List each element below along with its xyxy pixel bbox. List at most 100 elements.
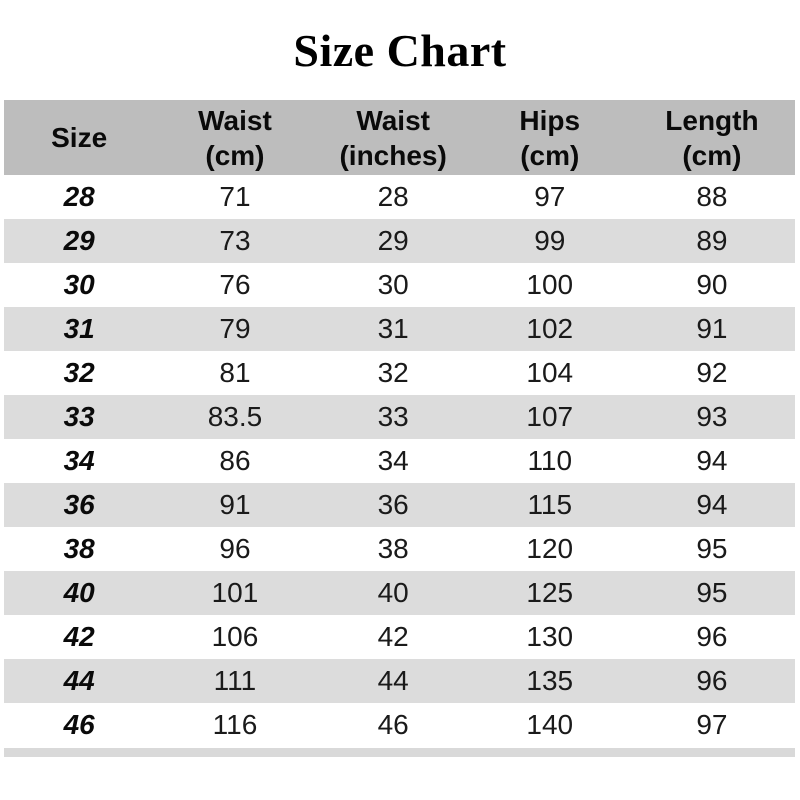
size-cell: 40 (63, 577, 95, 608)
header-label: Waist (198, 104, 272, 136)
size-chart-page: Size Chart Size Waist (cm) Waist (inches… (0, 0, 800, 757)
table-row: 32 81 32 104 92 (4, 351, 795, 395)
value-cell: 104 (526, 357, 574, 388)
header-waist-cm: Waist (cm) (154, 100, 315, 175)
header-waist-inches: Waist (inches) (316, 100, 471, 175)
value-cell: 79 (219, 313, 251, 344)
table-row: 29 73 29 99 89 (4, 219, 795, 263)
value-cell: 86 (219, 445, 251, 476)
value-cell: 30 (377, 269, 409, 300)
header-length-cm: Length (cm) (629, 100, 795, 175)
value-cell: 116 (212, 709, 258, 740)
header-sublabel: (inches) (339, 139, 447, 171)
table-header: Size Waist (cm) Waist (inches) Hips (cm)… (4, 100, 795, 175)
size-cell: 46 (63, 709, 95, 740)
header-label: Size (51, 122, 108, 153)
value-cell: 94 (696, 445, 728, 476)
table-row: 42 106 42 130 96 (4, 615, 795, 659)
value-cell: 120 (526, 533, 574, 564)
header-sublabel: (cm) (205, 139, 265, 171)
size-cell: 42 (63, 621, 95, 652)
title-bar: Size Chart (0, 0, 800, 100)
size-cell: 32 (63, 357, 95, 388)
header-sublabel: (cm) (520, 139, 580, 171)
header-label: Hips (519, 104, 581, 136)
value-cell: 31 (377, 313, 409, 344)
table-body: 28 71 28 97 88 29 73 29 99 89 30 76 30 100 90 31 79 31 102… (4, 175, 795, 747)
value-cell: 28 (377, 181, 409, 212)
table-row: 31 79 31 102 91 (4, 307, 795, 351)
value-cell: 97 (534, 181, 566, 212)
header-row: Size Waist (cm) Waist (inches) Hips (cm)… (4, 100, 795, 175)
header-sublabel: (cm) (682, 139, 742, 171)
size-cell: 44 (63, 665, 95, 696)
value-cell: 33 (377, 401, 409, 432)
header-label: Length (665, 104, 759, 136)
value-cell: 111 (213, 665, 257, 696)
header-label: Waist (356, 104, 430, 136)
value-cell: 90 (696, 269, 728, 300)
size-cell: 36 (63, 489, 95, 520)
table-row: 46 116 46 140 97 (4, 703, 795, 747)
table-row: 28 71 28 97 88 (4, 175, 795, 219)
value-cell: 32 (377, 357, 409, 388)
value-cell: 38 (377, 533, 409, 564)
value-cell: 71 (219, 181, 251, 212)
value-cell: 97 (696, 709, 728, 740)
value-cell: 91 (696, 313, 728, 344)
value-cell: 115 (527, 489, 573, 520)
value-cell: 46 (377, 709, 409, 740)
value-cell: 95 (696, 533, 728, 564)
table-row: 33 83.5 33 107 93 (4, 395, 795, 439)
size-cell: 28 (63, 181, 95, 212)
table-row: 44 111 44 135 96 (4, 659, 795, 703)
value-cell: 88 (696, 181, 728, 212)
value-cell: 81 (219, 357, 251, 388)
value-cell: 106 (211, 621, 259, 652)
table-row: 38 96 38 120 95 (4, 527, 795, 571)
size-cell: 30 (63, 269, 95, 300)
value-cell: 101 (211, 577, 259, 608)
value-cell: 107 (526, 401, 574, 432)
size-cell: 38 (63, 533, 95, 564)
table-row: 40 101 40 125 95 (4, 571, 795, 615)
page-title: Size Chart (293, 24, 507, 76)
value-cell: 29 (377, 225, 409, 256)
value-cell: 92 (696, 357, 728, 388)
table-row: 30 76 30 100 90 (4, 263, 795, 307)
value-cell: 76 (219, 269, 251, 300)
value-cell: 91 (219, 489, 251, 520)
value-cell: 135 (526, 665, 574, 696)
size-chart-table: Size Waist (cm) Waist (inches) Hips (cm)… (4, 100, 795, 747)
header-hips-cm: Hips (cm) (471, 100, 629, 175)
value-cell: 40 (377, 577, 409, 608)
value-cell: 44 (377, 665, 409, 696)
value-cell: 89 (696, 225, 728, 256)
size-cell: 29 (63, 225, 95, 256)
value-cell: 36 (377, 489, 409, 520)
value-cell: 99 (534, 225, 566, 256)
value-cell: 140 (526, 709, 574, 740)
value-cell: 94 (696, 489, 728, 520)
table-row: 34 86 34 110 94 (4, 439, 795, 483)
value-cell: 42 (377, 621, 409, 652)
value-cell: 96 (696, 665, 728, 696)
value-cell: 95 (696, 577, 728, 608)
value-cell: 130 (526, 621, 574, 652)
value-cell: 110 (527, 445, 573, 476)
value-cell: 83.5 (207, 401, 263, 432)
value-cell: 102 (526, 313, 574, 344)
value-cell: 34 (377, 445, 409, 476)
partial-next-row (4, 748, 795, 757)
header-size: Size (4, 100, 154, 175)
value-cell: 73 (219, 225, 251, 256)
size-cell: 34 (63, 445, 95, 476)
size-cell: 33 (63, 401, 95, 432)
value-cell: 96 (696, 621, 728, 652)
table-row: 36 91 36 115 94 (4, 483, 795, 527)
value-cell: 125 (526, 577, 574, 608)
value-cell: 93 (696, 401, 728, 432)
size-cell: 31 (63, 313, 95, 344)
value-cell: 96 (219, 533, 251, 564)
value-cell: 100 (526, 269, 574, 300)
